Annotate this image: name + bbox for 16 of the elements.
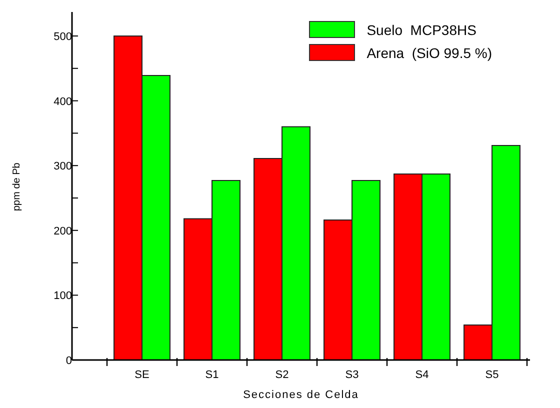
legend-label: Suelo MCP38HS	[366, 22, 476, 38]
x-tick-label: SE	[134, 369, 150, 381]
y-tick-label: 200	[54, 225, 72, 238]
x-tick-label: S1	[205, 369, 219, 381]
legend-label: Arena (SiO 99.5 %)	[366, 44, 492, 60]
x-axis-title: Secciones de Celda	[243, 389, 359, 401]
y-tick-label: 100	[54, 290, 72, 302]
y-axis-title: ppm de Pb	[12, 162, 23, 211]
x-tick-label: S5	[485, 369, 499, 381]
y-tick-label: 500	[54, 30, 72, 43]
x-tick-label: S2	[275, 369, 289, 381]
x-tick-label: S3	[345, 369, 359, 381]
y-tick-label: 300	[54, 160, 72, 173]
y-tick-label: 400	[54, 96, 72, 108]
x-tick-label: S4	[415, 369, 429, 381]
y-tick-label: 0	[66, 355, 72, 367]
